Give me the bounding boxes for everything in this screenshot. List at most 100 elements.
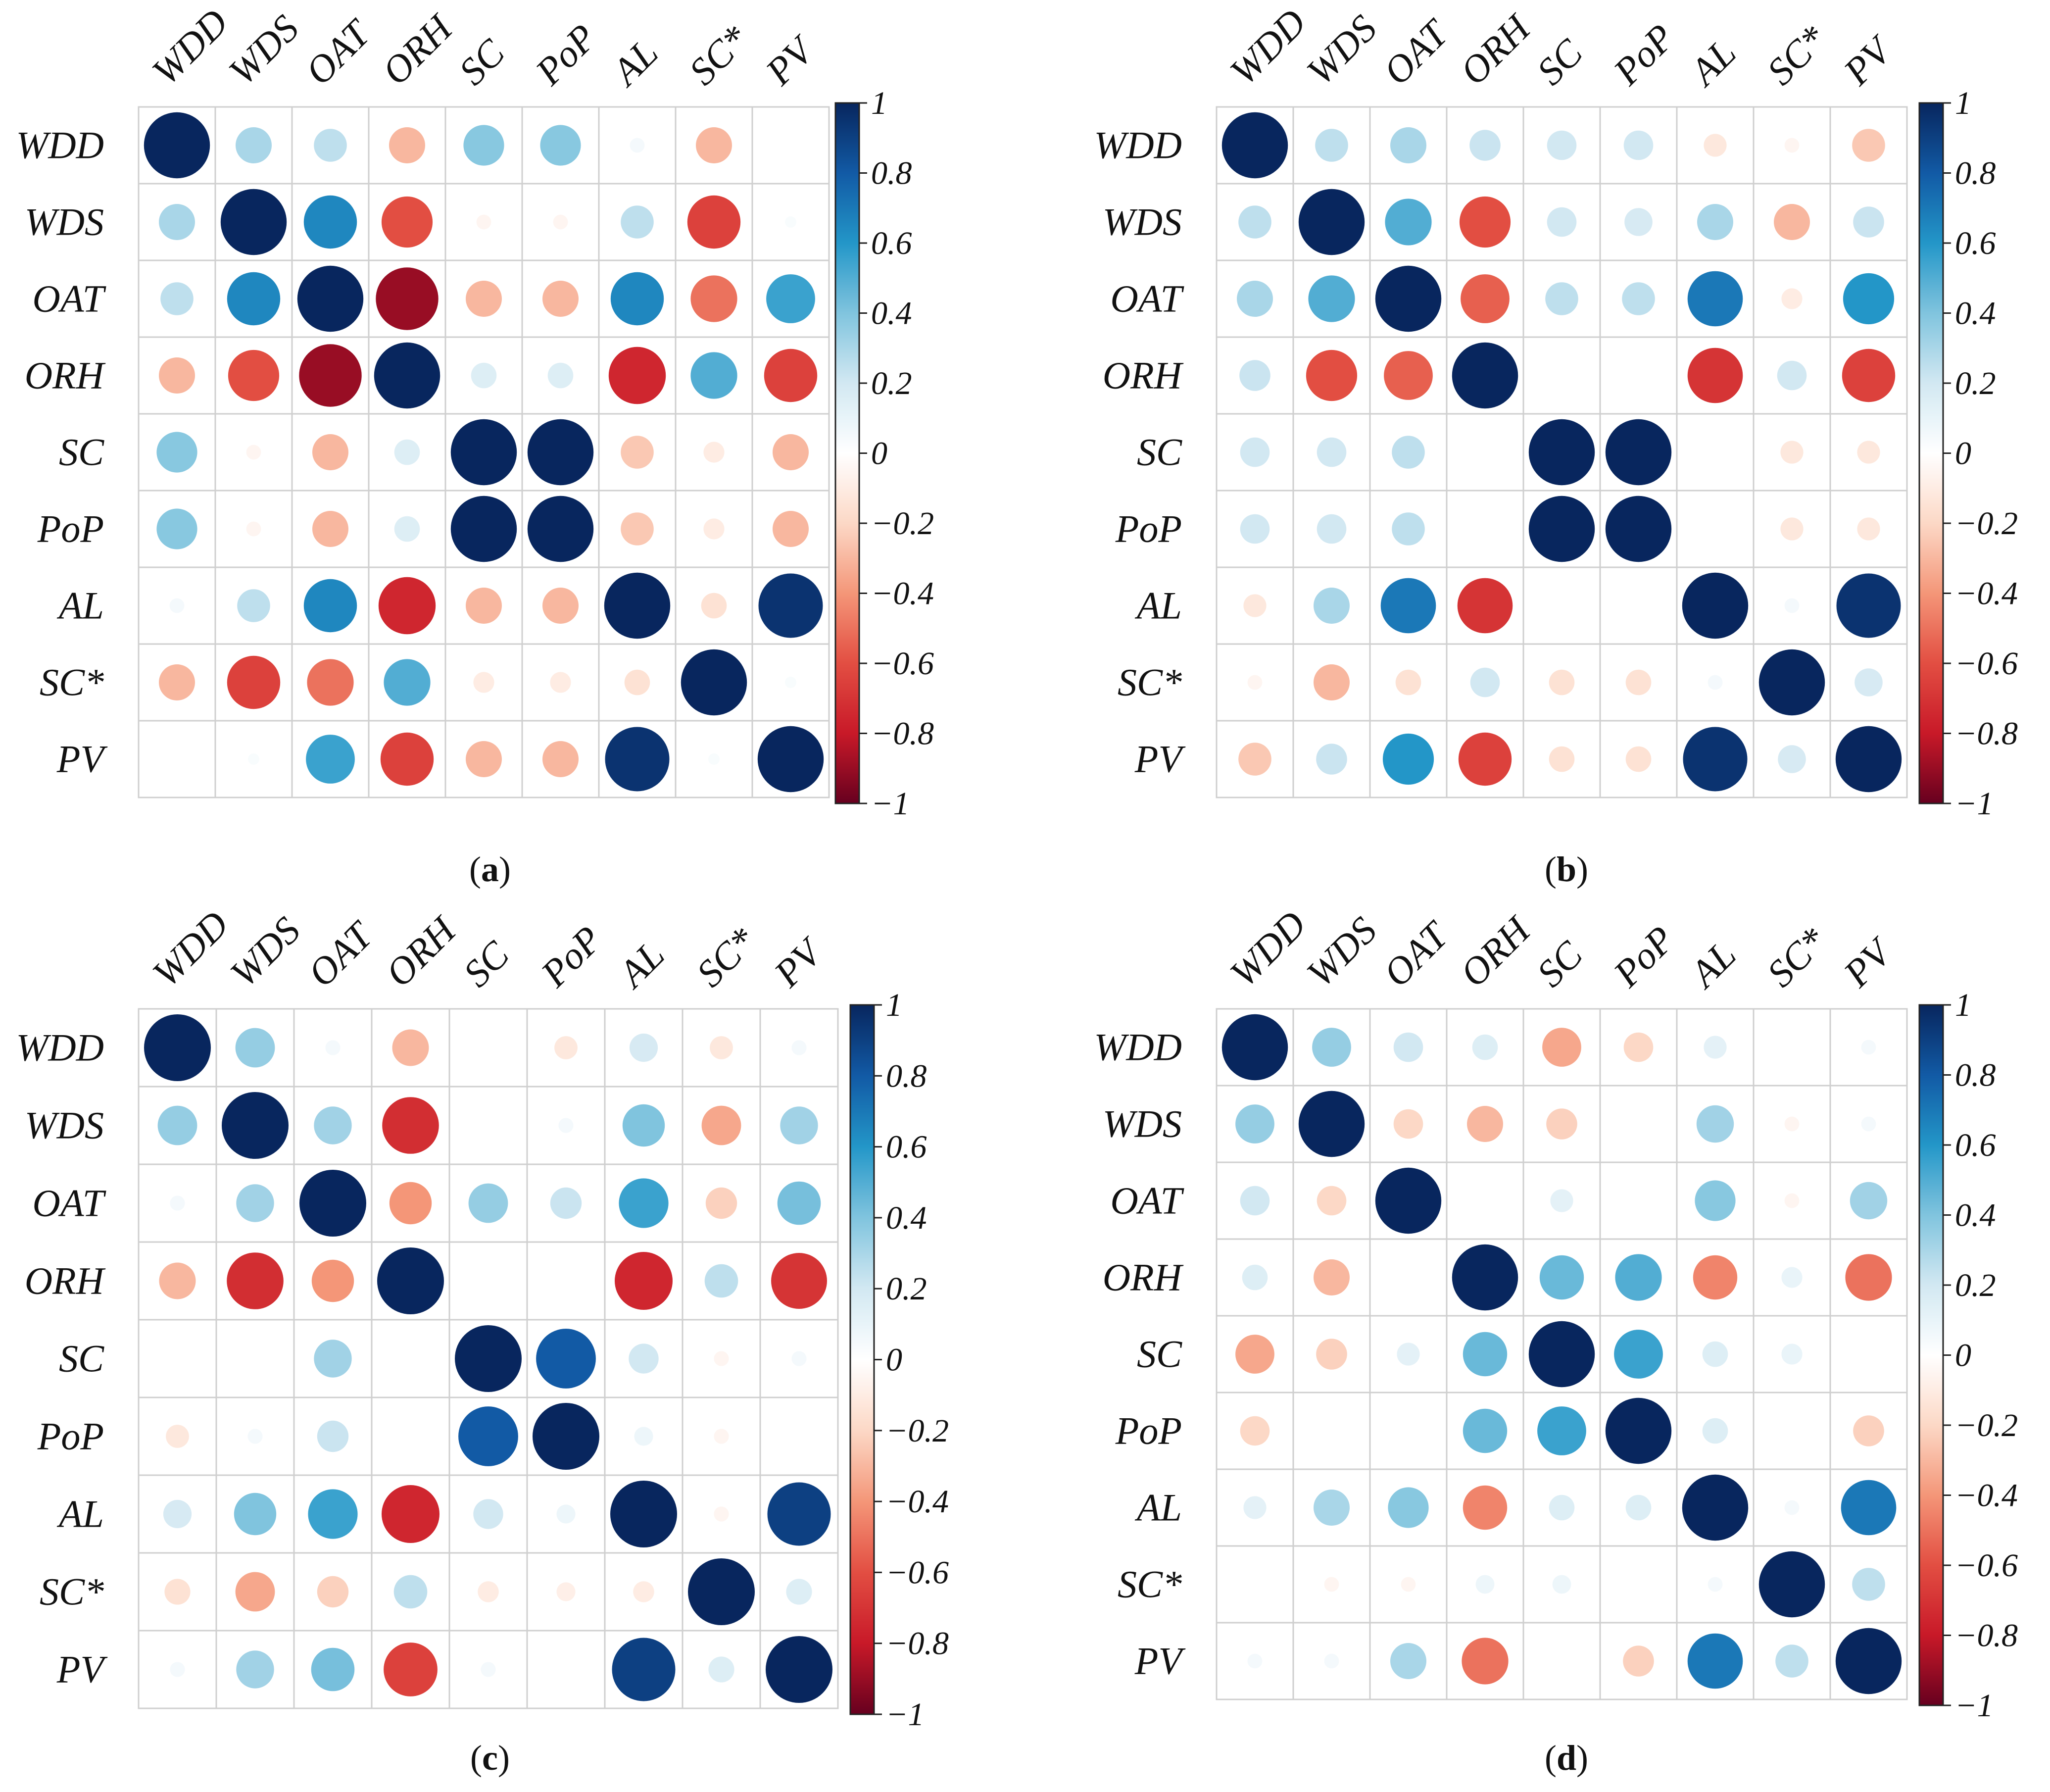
colorbar-tick-label: 0 (1955, 436, 1971, 472)
panel-caption-letter: b (1557, 849, 1576, 889)
corr-circle-ORH-SC* (690, 352, 737, 399)
corr-circle-PV-PV (1835, 726, 1902, 793)
corr-circle-ORH-PoP (547, 362, 574, 389)
corr-circle-PoP-SC* (703, 518, 725, 540)
corr-circle-SC-WDS (1317, 437, 1347, 467)
corr-circle-PV-ORH (380, 732, 434, 786)
corr-circle-AL-PoP (1625, 1494, 1652, 1521)
corr-circle-PoP-OAT (312, 511, 348, 547)
corr-circle-PV-PV (1835, 1628, 1902, 1694)
corr-circle-WDS-AL (621, 205, 654, 239)
colorbar-tick-label: −0.6 (886, 1554, 949, 1591)
corr-circle-AL-OAT (308, 1489, 358, 1539)
corr-circle-PoP-SC (1528, 496, 1595, 562)
corr-circle-WDD-AL (630, 138, 645, 153)
corr-circle-SC-ORH (1463, 1332, 1508, 1377)
corr-circle-PoP-WDS (1317, 514, 1347, 544)
corr-circle-PV-WDD (1247, 1653, 1263, 1669)
corr-circle-SC*-PoP (556, 1582, 576, 1601)
corr-circle-SC*-PV (786, 1579, 812, 1605)
colorbar-tick-label: 0.8 (886, 1058, 927, 1094)
corr-circle-AL-PoP (542, 588, 579, 624)
corr-circle-WDD-WDS (235, 1028, 275, 1068)
corr-circle-ORH-ORH (1452, 1244, 1518, 1311)
corr-circle-ORH-ORH (377, 1247, 444, 1314)
corr-circle-PoP-OAT (1392, 512, 1425, 546)
corr-circle-SC*-PV (785, 677, 796, 688)
corr-circle-WDS-PV (780, 1106, 818, 1145)
col-label-c: ORH (377, 907, 465, 995)
corr-circle-PoP-ORH (1463, 1408, 1508, 1453)
corr-circle-PV-PoP (542, 741, 579, 777)
panel-caption-letter: c (482, 1738, 498, 1778)
corr-circle-WDD-SC (463, 125, 504, 166)
colorbar-c (850, 1005, 874, 1714)
col-label-d: WDS (1298, 908, 1385, 995)
corr-circle-PV-SC (466, 741, 502, 777)
corr-circle-PV-AL (605, 727, 670, 792)
corr-circle-WDS-WDS (1298, 1091, 1365, 1157)
col-label-a: ORH (374, 5, 461, 93)
row-label-b: PV (1134, 738, 1186, 781)
corr-circle-SC-AL (629, 1344, 659, 1374)
col-label-d: AL (1680, 933, 1744, 996)
corr-circle-ORH-WDS (227, 1252, 284, 1309)
row-label-c: WDD (16, 1026, 104, 1069)
corr-circle-AL-WDD (163, 1499, 192, 1529)
row-label-c: PV (56, 1648, 108, 1691)
row-label-d: WDS (1103, 1102, 1182, 1145)
corr-circle-SC-ORH (394, 439, 420, 465)
colorbar-tick-label: 0.8 (871, 155, 912, 192)
colorbar-tick-label: −0.6 (1955, 646, 2018, 682)
corr-circle-OAT-ORH (376, 267, 439, 330)
row-label-a: WDS (25, 200, 104, 244)
corr-circle-AL-PV (758, 573, 823, 638)
col-label-d: PoP (1605, 918, 1682, 996)
corr-circle-AL-OAT (1380, 578, 1436, 634)
corr-circle-WDD-PV (791, 1040, 807, 1055)
corr-circle-PoP-SC (458, 1406, 518, 1466)
corr-circle-PV-SC (1549, 746, 1575, 772)
col-label-a: WDD (144, 0, 236, 93)
col-label-c: SC (455, 932, 518, 995)
corr-circle-WDS-WDD (157, 1105, 197, 1145)
corr-circle-ORH-PV (764, 348, 818, 402)
corr-circle-PV-AL (612, 1638, 676, 1701)
corr-circle-OAT-OAT (1375, 1167, 1442, 1234)
corr-circle-PoP-AL (621, 512, 654, 546)
corr-circle-OAT-PoP (550, 1187, 582, 1219)
row-label-b: WDD (1094, 124, 1182, 167)
col-label-a: WDS (220, 6, 307, 93)
corr-circle-SC*-SC* (1758, 649, 1825, 716)
corr-circle-WDD-PV (1852, 129, 1885, 162)
panel-caption-letter: a (481, 849, 499, 889)
colorbar-tick-label: −0.4 (1955, 1478, 2018, 1514)
corr-circle-PV-ORH (1458, 732, 1512, 786)
panel-caption-b: (b) (1545, 849, 1588, 889)
corr-circle-SC*-OAT (1395, 669, 1421, 696)
corr-circle-ORH-AL (615, 1252, 673, 1310)
colorbar-tick-label: 0.4 (1955, 1197, 1996, 1234)
col-label-d: SC* (1758, 919, 1834, 995)
row-label-a: WDD (16, 124, 104, 167)
col-label-b: SC (1528, 30, 1591, 93)
corr-circle-SC*-PV (1852, 1568, 1885, 1601)
col-label-b: OAT (1375, 10, 1458, 93)
row-label-d: WDD (1094, 1026, 1182, 1069)
corr-circle-SC-OAT (312, 434, 348, 470)
corr-circle-WDS-WDS (1298, 189, 1365, 255)
colorbar-tick-label: 1 (1955, 987, 1971, 1023)
corr-circle-WDS-SC* (1774, 204, 1810, 240)
colorbar-tick-label: 0.4 (1955, 296, 1996, 332)
corr-circle-PV-OAT (1382, 733, 1434, 785)
corr-circle-PoP-SC (1537, 1406, 1586, 1455)
corr-circle-ORH-PoP (1615, 1254, 1662, 1301)
corr-circle-SC*-SC* (688, 1558, 755, 1625)
corr-circle-WDS-WDD (159, 204, 195, 240)
corr-circle-PV-PoP (1625, 746, 1652, 772)
corr-circle-AL-ORH (378, 577, 436, 635)
corr-circle-SC*-PoP (1625, 669, 1652, 696)
colorbar-tick-label: 1 (871, 85, 887, 121)
